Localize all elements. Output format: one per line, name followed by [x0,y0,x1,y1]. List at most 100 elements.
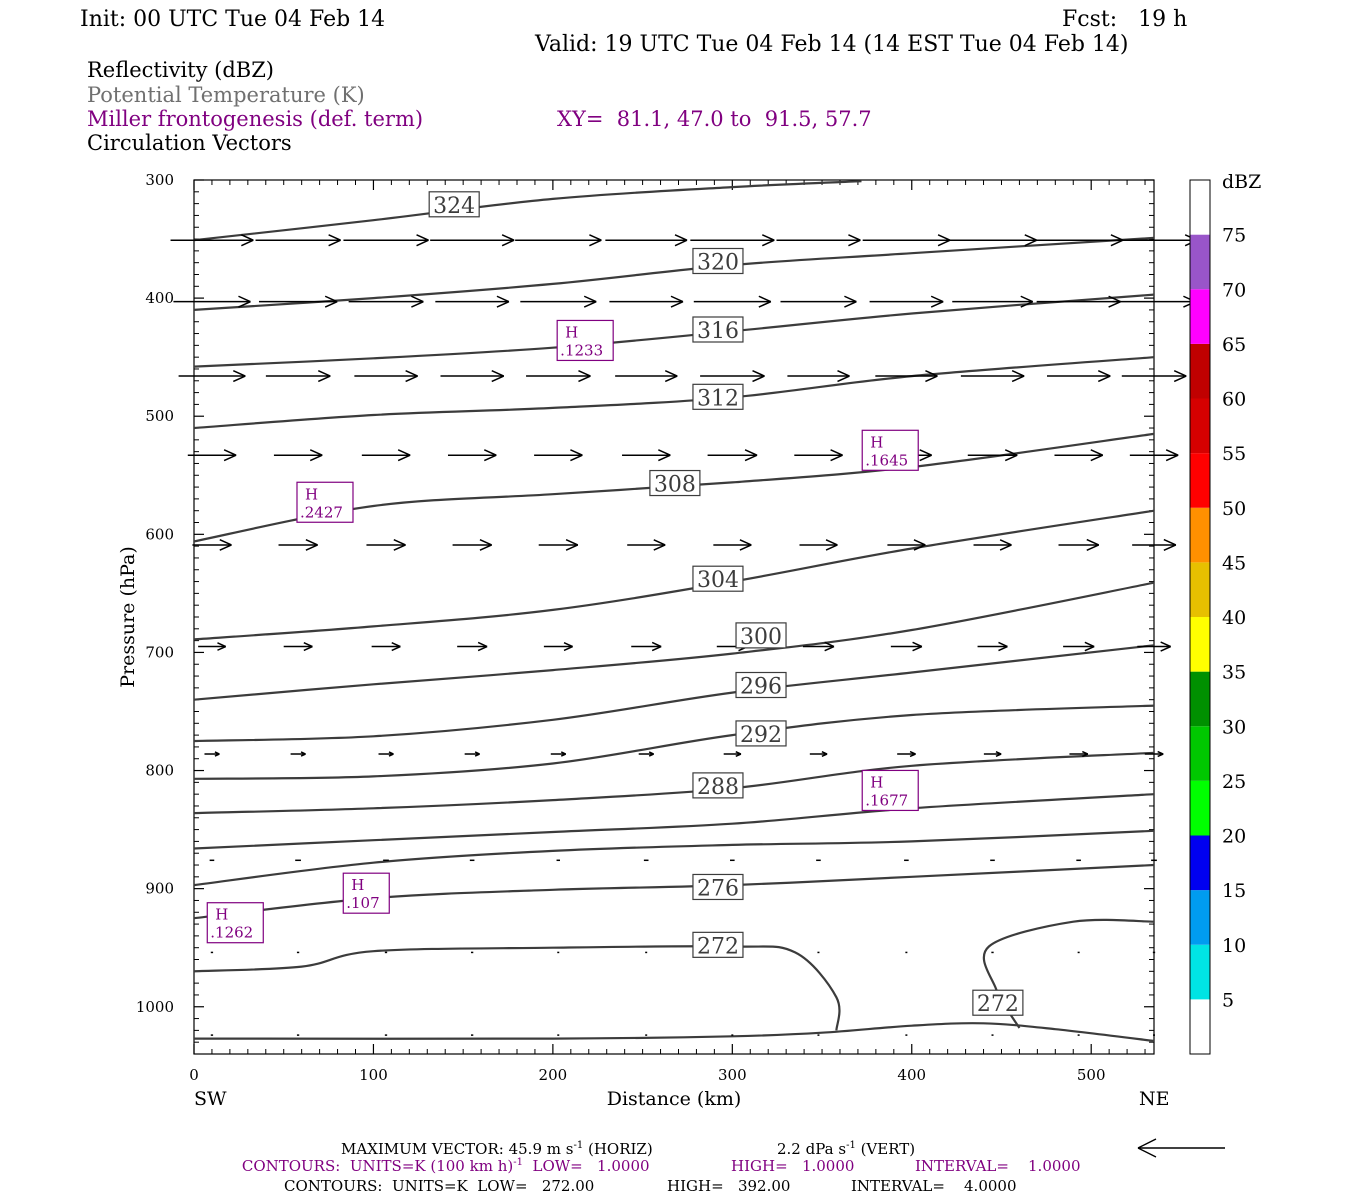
circulation-vector-head [217,642,227,651]
circulation-vector-head [1173,369,1187,383]
colorbar-tick-label: 60 [1222,389,1246,411]
y-tick-label: 500 [145,407,174,425]
circulation-vector-head [674,234,688,247]
circulation-vector-head [479,538,492,551]
circulation-vector-head [1108,295,1121,308]
circulation-vector-head [397,449,411,462]
x-tick-label: 100 [359,1066,388,1084]
colorbar-swatch [1190,453,1210,508]
circulation-vector-head [1097,369,1111,383]
colorbar-swatch [1190,234,1210,290]
y-tick-label: 700 [145,643,174,661]
colorbar-swatch [1190,180,1210,235]
field-miller-frontogenesis: Miller frontogenesis (def. term) [87,107,423,131]
frontogenesis-high-value: .1677 [865,791,908,809]
circulation-vector-head [648,751,654,757]
max-vector-line: MAXIMUM VECTOR: 45.9 m s-1 (HORIZ) [341,1140,653,1158]
circulation-vector-head [563,641,573,652]
theta-label-box [735,720,787,747]
colorbar-swatch [1190,343,1210,399]
circulation-vector-head [999,539,1012,551]
frontogenesis-contour-info: CONTOURS: UNITS=K (100 km h)-1 LOW= 1.00… [218,1157,664,1175]
colorbar-tick-label: 45 [1222,552,1246,574]
y-axis-label: Pressure (hPa) [117,546,139,688]
circulation-vector-head [1160,641,1171,652]
circulation-vector-head [998,641,1008,652]
x-right-end-label: NE [1139,1088,1170,1110]
forecast-hour: Fcst: 19 h [1062,7,1187,32]
theta-contour-line [193,356,1155,430]
theta-contour-line [193,945,841,1031]
colorbar-frame [1189,179,1211,1055]
theta-label-box [692,247,744,275]
circulation-vector-head [491,369,505,383]
init-time: Init: 00 UTC Tue 04 Feb 14 [80,7,385,32]
x-tick-label: 500 [1077,1066,1106,1084]
colorbar-swatch [1190,999,1210,1054]
circulation-vector-head [739,539,752,551]
plot-frame [193,179,1155,1055]
frontogenesis-high-label: H [305,485,318,503]
reference-vector [1137,1138,1225,1158]
colorbar-tick-label: 50 [1222,498,1246,520]
circulation-vector-head [474,751,480,757]
circulation-vector-head [405,369,418,383]
circulation-vector-head [589,234,602,247]
theta-contour-line [193,509,1155,641]
circulation-vector-head [1024,234,1038,247]
colorbar-tick-label: 75 [1222,225,1246,247]
theta-label-box [972,989,1024,1016]
colorbar-swatch [1190,780,1210,836]
circulation-vector-head [937,234,951,247]
y-tick-label: 800 [145,762,174,780]
x-tick-label: 200 [539,1066,568,1084]
circulation-vector-head [758,295,772,308]
y-tick-label: 600 [145,525,174,543]
circulation-vector-head [761,234,775,247]
theta-contour-interval: INTERVAL= 4.0000 [851,1177,1017,1195]
theta-contour-line [193,581,1155,701]
circulation-vector-head [388,751,394,757]
frontogenesis-contour-high: HIGH= 1.0000 [731,1157,854,1175]
theta-contours [193,180,1155,1043]
frontogenesis-high-label: H [565,323,578,341]
theta-label: 292 [740,723,782,748]
colorbar-swatch [1190,507,1210,563]
theta-label-box [692,316,744,343]
x-tick-label: 300 [718,1066,747,1084]
theta-contour-info: CONTOURS: UNITS=K LOW= 272.00 [284,1177,594,1195]
circulation-vector-head [501,234,515,247]
field-reflectivity: Reflectivity (dBZ) [87,58,274,82]
theta-contour-line [193,236,1155,311]
circulation-vector-head [909,750,916,758]
circulation-vector-head [925,369,938,383]
theta-label: 276 [697,876,739,901]
circulation-vector-head [912,641,923,652]
colorbar-tick-label: 30 [1222,716,1246,738]
theta-label: 312 [697,386,739,411]
circulation-vector-head [328,234,341,247]
circulation-vector-head [930,295,944,308]
theta-contour-line [193,644,1155,743]
theta-contour-line [193,751,1155,815]
theta-label: 288 [697,775,739,800]
theta-label-box [692,565,744,592]
theta-label: 320 [697,250,739,275]
circulation-vector-head [1082,750,1089,758]
y-tick-label: 900 [145,880,174,898]
frontogenesis-high-value: .1233 [560,341,603,359]
circulation-vector-head [821,750,828,758]
colorbar-tick-label: 25 [1222,771,1246,793]
colorbar-unit: dBZ [1222,171,1261,193]
circulation-vector-head [1090,449,1104,462]
circulation-vector-head [565,538,579,551]
colorbar-swatch [1190,398,1210,454]
circulation-vector-head [305,538,318,551]
theta-label-box [649,469,701,497]
x-axis-label: Distance (km) [607,1088,742,1110]
colorbar-swatch [1190,835,1210,891]
theta-contour-high: HIGH= 392.00 [667,1177,790,1195]
circulation-vector-head [653,539,666,551]
